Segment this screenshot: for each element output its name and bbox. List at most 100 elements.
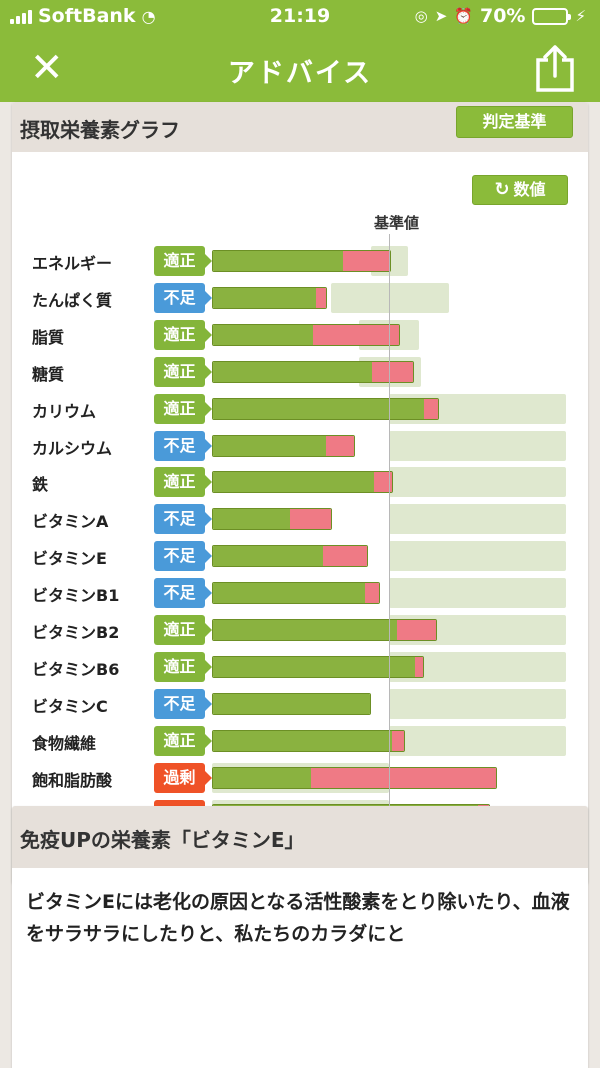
- status-badge: 不足: [154, 504, 205, 535]
- reference-label: 基準値: [374, 214, 420, 232]
- nutrient-name: ビタミンA: [32, 512, 109, 532]
- article-body: ビタミンEには老化の原因となる活性酸素をとり除いたり、血液をサラサラにしたりと、…: [26, 891, 570, 945]
- badge-arrow: [205, 327, 212, 342]
- lock-rotation-icon: ◎: [414, 7, 428, 25]
- article-card[interactable]: 免疫UPの栄養素「ビタミンE」 ビタミンEには老化の原因となる活性酸素をとり除い…: [12, 806, 588, 1068]
- close-icon[interactable]: ✕: [30, 45, 64, 91]
- bar-segment-food: [213, 509, 290, 530]
- nutrient-row: カルシウム 不足: [12, 430, 588, 461]
- badge-arrow: [205, 512, 212, 527]
- bar-segment-snack: [342, 251, 390, 271]
- nutrient-name: ビタミンB2: [32, 623, 120, 642]
- bar-segment-food: [213, 620, 398, 640]
- carrier: SoftBank ◔: [10, 5, 156, 27]
- bar-segment-food: [213, 730, 392, 751]
- nutrient-row: 糖質 適正: [12, 356, 588, 387]
- nutrient-row: ビタミンA 不足: [12, 504, 588, 535]
- bar-segment-food: [213, 398, 424, 419]
- intake-bar: [212, 729, 405, 752]
- clock: 21:19: [269, 5, 331, 27]
- badge-arrow: [205, 696, 212, 711]
- status-bar: SoftBank ◔ 21:19 ◎ ➤ ⏰ 70% ⚡: [0, 0, 600, 34]
- battery-icon: [532, 7, 572, 25]
- nutrient-row: ビタミンB6 適正: [12, 651, 588, 682]
- nutrient-name: 糖質: [32, 364, 65, 384]
- badge-arrow: [205, 290, 212, 305]
- intake-bar: [212, 471, 393, 494]
- nutrient-row: 脂質 適正: [12, 319, 588, 350]
- badge-arrow: [205, 549, 212, 564]
- bar-segment-snack: [326, 435, 355, 456]
- carrier-name: SoftBank: [38, 5, 136, 27]
- appropriate-zone: [389, 541, 566, 572]
- status-badge: 過剰: [154, 762, 205, 793]
- appropriate-zone: [389, 504, 566, 535]
- criteria-button[interactable]: 判定基準: [456, 106, 573, 138]
- nutrient-name: カリウム: [32, 401, 97, 421]
- badge-arrow: [205, 401, 212, 416]
- badge-arrow: [205, 254, 212, 268]
- status-badge: 不足: [154, 688, 205, 719]
- bar-segment-food: [213, 472, 375, 493]
- bar-segment-snack: [365, 583, 380, 604]
- status-badge: 不足: [154, 282, 205, 313]
- nutrient-name: ビタミンB1: [32, 586, 120, 606]
- bar-segment-snack: [414, 656, 424, 677]
- intake-bar: [212, 582, 381, 605]
- nutrient-row: ビタミンC 不足: [12, 688, 588, 719]
- article-header: 免疫UPの栄養素「ビタミンE」: [12, 806, 588, 868]
- bar-segment-snack: [312, 324, 399, 345]
- intake-bar: [212, 692, 372, 715]
- intake-bar: [212, 545, 368, 568]
- appropriate-zone: [389, 467, 566, 498]
- intake-bar: [212, 619, 437, 641]
- badge-arrow: [205, 659, 212, 674]
- appropriate-zone: [389, 688, 566, 719]
- bar-segment-food: [213, 693, 371, 714]
- location-icon: ➤: [434, 7, 448, 25]
- bar-segment-snack: [397, 620, 436, 640]
- status-badge: 適正: [154, 615, 205, 645]
- badge-arrow: [205, 770, 212, 785]
- bar-segment-food: [213, 583, 366, 604]
- nutrient-row: ビタミンE 不足: [12, 541, 588, 572]
- reference-line: [389, 234, 390, 832]
- bar-segment-food: [213, 656, 415, 677]
- bar-segment-snack: [323, 546, 367, 567]
- nutrient-name: 鉄: [32, 475, 49, 495]
- badge-arrow: [205, 364, 212, 379]
- article-title: 免疫UPの栄養素「ビタミンE」: [20, 828, 305, 852]
- charging-icon: ⚡: [575, 7, 586, 25]
- bar-segment-snack: [315, 287, 327, 308]
- nutrient-name: 食物繊維: [32, 733, 97, 753]
- nutrient-name: ビタミンB6: [32, 659, 120, 679]
- intake-bar: [212, 250, 391, 272]
- bar-segment-food: [213, 287, 316, 308]
- nutrient-row: カリウム 適正: [12, 393, 588, 424]
- nutrient-row: ビタミンB2 適正: [12, 615, 588, 645]
- status-badge: 適正: [154, 651, 205, 682]
- status-badge: 不足: [154, 578, 205, 609]
- battery-percent: 70%: [479, 5, 526, 27]
- nutrient-name: エネルギー: [32, 254, 113, 273]
- intake-bar: [212, 323, 400, 346]
- status-badge: 適正: [154, 319, 205, 350]
- nutrient-row: たんぱく質 不足: [12, 282, 588, 313]
- numbers-toggle-button[interactable]: ↻ 数値: [472, 175, 568, 205]
- bar-segment-food: [213, 435, 327, 456]
- page-title: アドバイス: [227, 58, 373, 89]
- nutrient-name: 脂質: [32, 327, 65, 347]
- badge-arrow: [205, 733, 212, 748]
- nutrient-name: ビタミンE: [32, 549, 107, 569]
- bar-segment-food: [213, 767, 312, 788]
- intake-bar: [212, 434, 356, 457]
- intake-bar: [212, 286, 328, 309]
- numbers-button-label: 数値: [513, 180, 546, 199]
- status-badge: 適正: [154, 725, 205, 756]
- signal-icon: [10, 8, 32, 24]
- appropriate-zone: [389, 430, 566, 461]
- alarm-icon: ⏰: [454, 7, 473, 25]
- share-icon[interactable]: [534, 44, 576, 92]
- bar-segment-snack: [372, 361, 413, 382]
- intake-bar: [212, 360, 414, 383]
